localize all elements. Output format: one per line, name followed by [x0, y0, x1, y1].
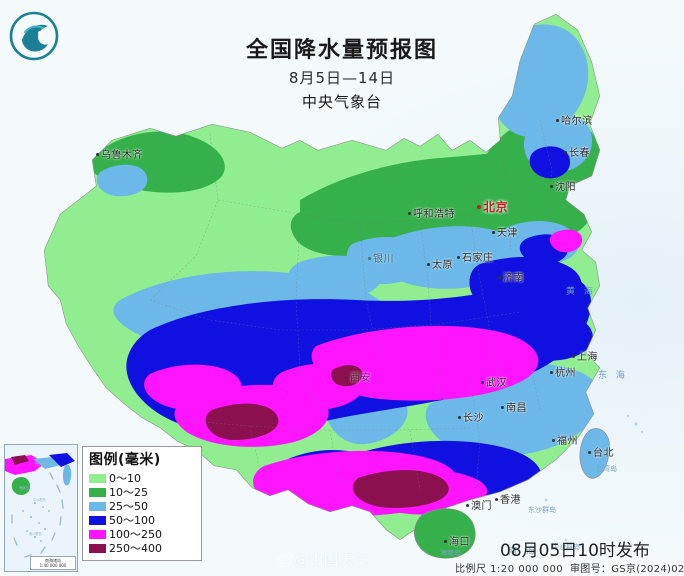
svg-text:海南岛: 海南岛 — [19, 485, 29, 490]
band-250-400 — [205, 365, 449, 508]
legend-panel: 图例(毫米) 0～10 10～25 25～50 50～100 100～250 2… — [82, 446, 202, 561]
legend-label-250-400: 250～400 — [109, 541, 162, 555]
legend-item-25-50: 25～50 — [89, 499, 195, 513]
legend-title: 图例(毫米) — [89, 452, 161, 468]
legend-item-50-100: 50～100 — [89, 513, 195, 527]
svg-text:西沙群岛: 西沙群岛 — [35, 461, 48, 466]
legend-label-50-100: 50～100 — [109, 513, 155, 527]
svg-text:中沙群岛: 中沙群岛 — [33, 497, 46, 502]
legend-swatch-250-400 — [89, 543, 106, 553]
cma-dragon-logo — [9, 11, 59, 61]
legend-swatch-50-100 — [89, 515, 106, 525]
taiwan-island — [579, 428, 610, 479]
hainan-island — [414, 508, 476, 559]
legend-swatch-25-50 — [89, 501, 106, 511]
south-china-sea-inset: 西沙群岛 海南岛 中沙群岛 南沙群岛 南海诸岛 1:40 000 000 — [4, 444, 78, 572]
approval-number: 审图号：GS京(2024)0238号 — [570, 564, 684, 575]
south-china-sea-islets — [544, 414, 644, 542]
legend-label-10-25: 10～25 — [109, 485, 148, 499]
map-scale: 比例尺 1:20 000 000 — [455, 564, 564, 575]
legend-item-10-25: 10～25 — [89, 485, 195, 499]
legend-swatch-100-250 — [89, 529, 106, 539]
issue-time: 08月05日10时发布 — [500, 541, 650, 561]
legend-label-100-250: 100～250 — [109, 527, 162, 541]
province-boundaries — [149, 119, 553, 491]
legend-label-0-10: 0～10 — [109, 471, 141, 485]
svg-text:南沙群岛: 南沙群岛 — [29, 531, 42, 536]
inset-scale-label: 南海诸岛 1:40 000 000 — [30, 556, 76, 570]
legend-swatch-0-10 — [89, 473, 106, 483]
legend-label-25-50: 25～50 — [109, 499, 148, 513]
inset-map-svg: 西沙群岛 海南岛 中沙群岛 南沙群岛 — [5, 445, 77, 571]
legend-item-250-400: 250～400 — [89, 541, 195, 555]
legend-item-0-10: 0～10 — [89, 471, 195, 485]
legend-item-100-250: 100～250 — [89, 527, 195, 541]
legend-swatch-10-25 — [89, 487, 106, 497]
